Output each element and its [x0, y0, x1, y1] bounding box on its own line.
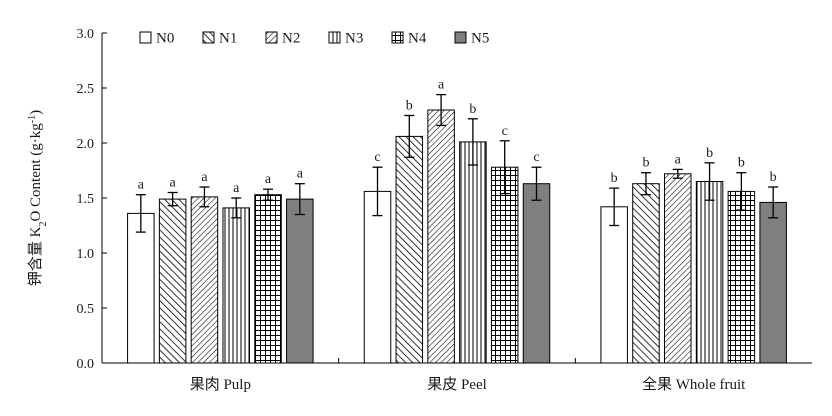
bar-n0: [363, 190, 392, 364]
category-label: 全果 Whole fruit: [642, 375, 746, 393]
y-tick-label: 2.0: [77, 137, 95, 152]
category-label: 果肉 Pulp: [190, 376, 251, 393]
legend: N0 N1 N2 N3 N4 N5: [139, 31, 489, 47]
significance-letter: c: [374, 150, 380, 165]
bar-n5: [522, 183, 551, 364]
significance-letter: b: [469, 102, 476, 117]
axes: 0.0 0.5 1.0 1.5 2.0 2.5 3.0 果肉 Pulp 果皮 Peel 全果 Wh…: [77, 27, 812, 393]
bar-n4: [254, 194, 282, 364]
significance-letter: a: [265, 172, 272, 187]
significance-letter: b: [706, 146, 713, 161]
y-tick-label: 1.5: [77, 192, 95, 207]
significance-letter: b: [738, 156, 745, 171]
bar-n2: [427, 109, 455, 364]
significance-letter: a: [138, 178, 145, 193]
legend-label-n3: N3: [345, 31, 363, 47]
y-label-suffix: ): [28, 110, 44, 115]
legend-swatch-n5: [454, 31, 467, 44]
y-label-middle: O Content (g·kg: [28, 123, 44, 222]
y-label-sup: -1: [27, 115, 38, 123]
legend-label-n1: N1: [219, 31, 237, 47]
y-label-prefix: 钾含量 K: [27, 226, 44, 286]
y-tick-label: 0.0: [77, 357, 95, 372]
bar-n0: [127, 212, 155, 364]
significance-letter: a: [201, 170, 208, 185]
bar-n3: [459, 141, 487, 364]
significance-letter: b: [770, 170, 777, 185]
significance-letter: b: [611, 171, 618, 186]
legend-swatch-n0: [139, 31, 152, 44]
significance-letter: c: [533, 150, 539, 165]
significance-letter: b: [406, 99, 413, 114]
significance-letter: a: [438, 78, 445, 93]
bar-n4: [490, 166, 519, 364]
significance-letter: a: [675, 152, 682, 167]
y-label-sub: 2: [38, 222, 49, 227]
bar-n2: [190, 196, 219, 364]
legend-swatch-n1: [202, 31, 215, 44]
legend-swatch-n3: [328, 31, 341, 44]
legend-label-n4: N4: [408, 31, 427, 47]
bar-n1: [158, 198, 187, 364]
bar-n3: [222, 207, 250, 364]
category-label: 果皮 Peel: [427, 376, 487, 393]
bar-n2: [664, 173, 692, 364]
legend-label-n5: N5: [471, 31, 489, 47]
y-tick-label: 2.5: [77, 82, 95, 97]
bar-n1: [632, 183, 660, 364]
legend-label-n0: N0: [156, 31, 174, 47]
bar-n5: [286, 198, 314, 364]
legend-swatch-n4: [391, 31, 404, 44]
significance-letter: a: [170, 176, 177, 191]
bar-n1: [395, 135, 424, 364]
bar-n0: [600, 206, 628, 364]
bar-n5: [759, 201, 787, 364]
legend-swatch-n2: [265, 31, 278, 44]
significance-letter: a: [297, 167, 304, 182]
bar-n4: [727, 190, 756, 364]
bars-layer: a a a a a a c b a b c c b b a b b b: [127, 78, 787, 364]
significance-letter: b: [642, 156, 649, 171]
legend-label-n2: N2: [282, 31, 300, 47]
significance-letter: a: [233, 181, 240, 196]
significance-letter: c: [502, 124, 508, 139]
y-tick-label: 3.0: [77, 27, 95, 42]
y-axis-label: 钾含量 K2O Content (g·kg-1): [27, 110, 49, 286]
bar-n3: [695, 181, 724, 364]
y-tick-label: 0.5: [77, 302, 95, 317]
y-tick-label: 1.0: [77, 247, 95, 262]
